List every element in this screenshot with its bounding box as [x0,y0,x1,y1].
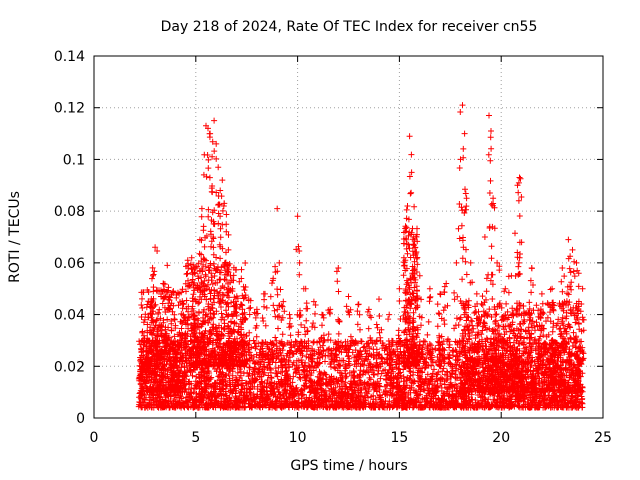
x-axis-label: GPS time / hours [290,458,407,474]
x-tick-label: 5 [191,430,200,446]
y-tick-label: 0 [76,411,85,427]
x-tick-label: 10 [289,430,307,446]
y-axis-label: ROTI / TECUs [7,191,23,283]
y-tick-label: 0.02 [54,359,85,375]
y-ticks: 0 0.02 0.04 0.06 0.08 0.1 0.12 0.14 [54,49,603,427]
x-tick-label: 25 [594,430,612,446]
x-tick-label: 20 [492,430,510,446]
y-tick-label: 0.1 [63,152,85,168]
y-tick-label: 0.12 [54,101,85,117]
x-ticks: 0 5 10 15 20 25 [90,56,612,446]
x-tick-label: 0 [90,430,99,446]
plus-markers [135,102,587,411]
y-tick-label: 0.14 [54,49,85,65]
chart-title: Day 218 of 2024, Rate Of TEC Index for r… [161,19,538,35]
plot-frame [93,55,604,419]
y-tick-label: 0.04 [54,308,85,324]
y-tick-label: 0.06 [54,256,85,272]
x-tick-label: 15 [390,430,408,446]
y-tick-label: 0.08 [54,204,85,220]
data-points [135,102,587,411]
